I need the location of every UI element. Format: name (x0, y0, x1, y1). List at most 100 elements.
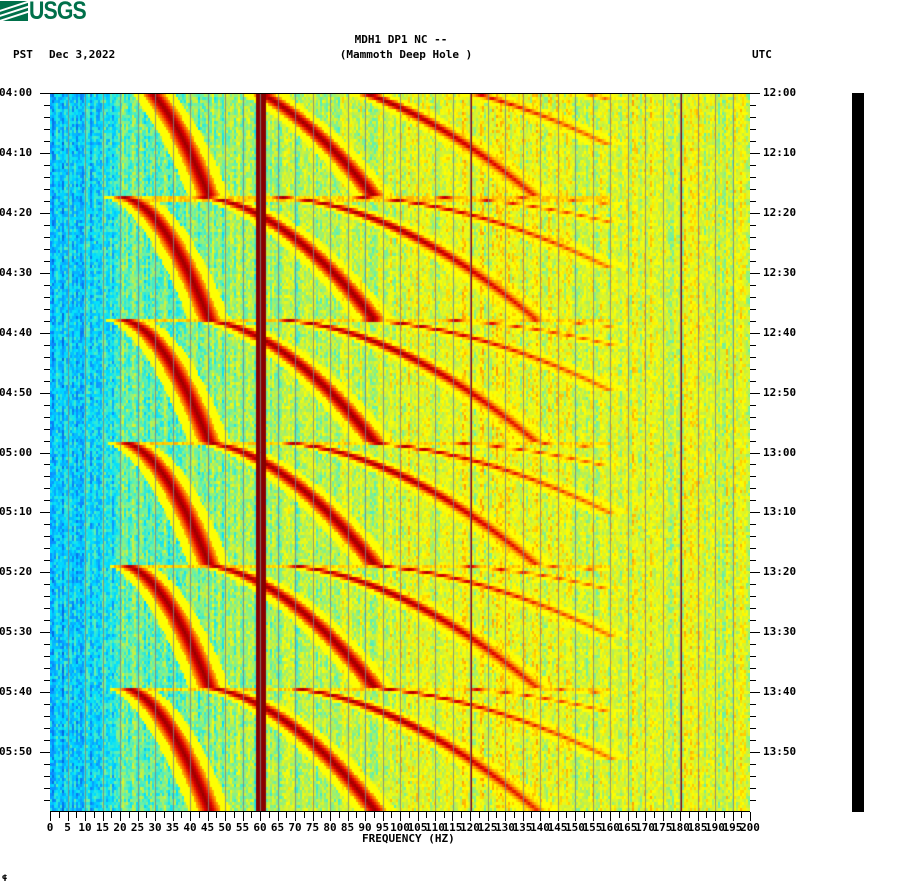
y-tick-label-left: 05:10 (0, 505, 33, 518)
y-tick-label-left: 04:40 (0, 326, 33, 339)
x-tick-label: 115 (442, 821, 463, 834)
x-tick (540, 812, 541, 821)
x-tick-label: 130 (495, 821, 515, 834)
x-tick (654, 812, 655, 818)
x-tick-label: 30 (148, 821, 162, 834)
y-tick-label-left: 04:00 (0, 86, 33, 99)
x-tick (181, 812, 182, 818)
y-tick-left (44, 405, 50, 406)
x-tick-label: 65 (270, 821, 285, 834)
x-tick (356, 812, 357, 818)
x-tick-label: 195 (722, 821, 743, 834)
x-tick (374, 812, 375, 818)
x-tick (680, 812, 681, 821)
y-tick-left (44, 357, 50, 358)
x-tick (330, 812, 331, 821)
y-tick-left (44, 584, 50, 585)
x-tick-label: 5 (64, 821, 71, 834)
y-tick-left (44, 680, 50, 681)
x-tick-label: 15 (95, 821, 110, 834)
y-tick-right (750, 608, 756, 609)
y-tick-left (44, 309, 50, 310)
y-tick-right (750, 488, 756, 489)
y-tick-left (44, 560, 50, 561)
x-tick (531, 812, 532, 818)
y-tick-left (44, 656, 50, 657)
y-tick-label-right: 12:00 (763, 86, 797, 99)
y-tick-label-right: 12:20 (763, 206, 797, 219)
y-tick-right (750, 273, 760, 274)
y-tick-left (44, 177, 50, 178)
usgs-logo-text: USGS (29, 0, 87, 25)
x-tick (225, 812, 226, 821)
y-tick-right (750, 620, 756, 621)
y-tick-label-right: 12:40 (763, 326, 797, 339)
x-tick-label: 75 (305, 821, 320, 834)
y-tick-right (750, 716, 756, 717)
y-tick-label-right: 13:30 (763, 625, 797, 638)
x-tick (566, 812, 567, 818)
y-tick-left (40, 453, 50, 454)
x-tick (313, 812, 314, 821)
x-tick-label: 20 (113, 821, 127, 834)
usgs-logo: USGS (0, 0, 96, 25)
y-tick-right (750, 572, 760, 573)
x-tick (733, 812, 734, 821)
y-tick-right (750, 225, 756, 226)
x-tick (715, 812, 716, 821)
timezone-left: PST (13, 48, 33, 61)
y-tick-right (750, 776, 756, 777)
x-tick (426, 812, 427, 818)
x-tick (619, 812, 620, 818)
y-tick-left (44, 105, 50, 106)
x-tick (461, 812, 462, 818)
x-tick-label: 45 (200, 821, 215, 834)
y-tick-left (44, 285, 50, 286)
x-tick-label: 80 (323, 821, 337, 834)
y-tick-right (750, 453, 760, 454)
timezone-right: UTC (752, 48, 772, 61)
x-tick (269, 812, 270, 818)
y-tick-label-left: 04:50 (0, 386, 33, 399)
y-tick-right (750, 129, 756, 130)
y-tick-left (44, 716, 50, 717)
x-tick (208, 812, 209, 821)
x-tick-label: 140 (530, 821, 550, 834)
y-tick-left (40, 393, 50, 394)
x-tick (636, 812, 637, 818)
y-tick-right (750, 668, 756, 669)
x-tick-label: 135 (512, 821, 533, 834)
y-tick-right (750, 524, 756, 525)
x-tick-label: 70 (288, 821, 302, 834)
x-tick (444, 812, 445, 818)
y-tick-left (44, 500, 50, 501)
x-tick (435, 812, 436, 821)
x-tick-label: 40 (183, 821, 197, 834)
y-tick-left (40, 93, 50, 94)
x-tick (558, 812, 559, 821)
x-tick (488, 812, 489, 821)
y-tick-label-right: 12:50 (763, 386, 797, 399)
y-tick-left (44, 117, 50, 118)
x-tick (216, 812, 217, 818)
y-tick-left (44, 225, 50, 226)
y-tick-right (750, 560, 756, 561)
y-tick-left (44, 548, 50, 549)
x-tick (85, 812, 86, 821)
y-tick-left (40, 273, 50, 274)
x-tick (452, 812, 453, 821)
x-tick-label: 120 (460, 821, 480, 834)
y-tick-left (44, 189, 50, 190)
y-tick-left (44, 165, 50, 166)
y-tick-left (44, 476, 50, 477)
y-tick-left (44, 704, 50, 705)
x-tick (146, 812, 147, 818)
y-tick-left (44, 321, 50, 322)
y-tick-right (750, 285, 756, 286)
y-tick-label-left: 04:10 (0, 146, 33, 159)
station-name: (Mammoth Deep Hole ) (339, 48, 473, 61)
x-tick (190, 812, 191, 821)
y-tick-left (44, 488, 50, 489)
x-tick-label: 200 (740, 821, 760, 834)
y-tick-right (750, 237, 756, 238)
